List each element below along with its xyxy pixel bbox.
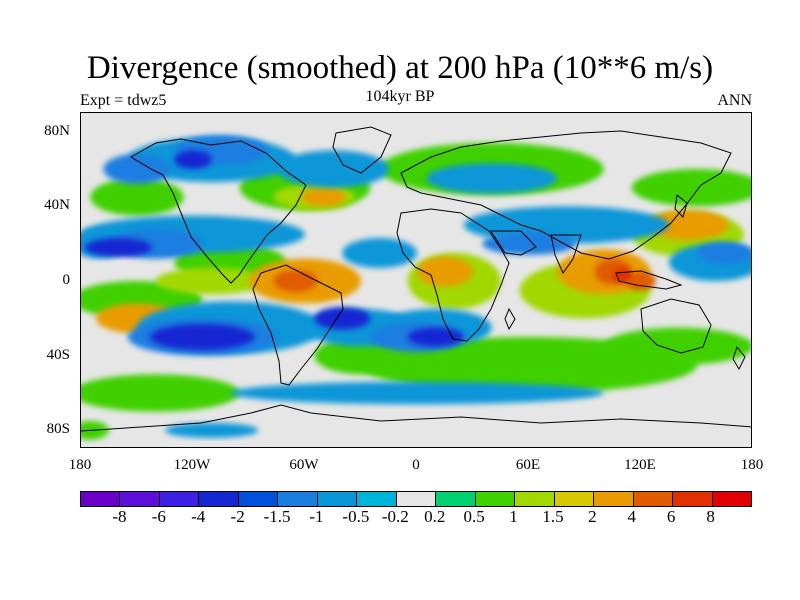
contour-fill	[277, 150, 389, 188]
colorbar-label: 4	[627, 507, 637, 526]
lat-tick-label: 40S	[46, 346, 70, 363]
colorbar-label: 2	[588, 507, 597, 526]
colorbar-box	[475, 492, 516, 506]
coast-north-america	[130, 138, 307, 284]
lon-tick-label: 120E	[624, 457, 656, 473]
coastlines	[81, 126, 751, 432]
lon-tick-label: 0	[412, 457, 420, 473]
colorbar-label: 0.2	[424, 507, 446, 526]
colorbar-label: -2	[230, 507, 245, 526]
colorbar-label: -8	[112, 507, 127, 526]
colorbar-label: -1	[309, 507, 324, 526]
colorbar-box	[357, 492, 397, 506]
lon-tick-label: 180	[68, 457, 92, 473]
coast-south-america	[252, 264, 344, 386]
contour-fill	[417, 256, 473, 287]
colorbar-box	[120, 492, 160, 506]
colorbar-box	[594, 492, 634, 506]
contour-fill	[631, 169, 751, 207]
contour-fill	[482, 232, 576, 255]
colorbar-label: 0.5	[463, 507, 485, 526]
colorbar-label: -1.5	[263, 507, 291, 526]
colorbar-label: 8	[706, 507, 715, 526]
colorbar-box	[673, 492, 713, 506]
colorbar	[80, 491, 752, 507]
contour-fill	[230, 381, 604, 405]
colorbar-box	[199, 492, 239, 506]
colorbar-box	[81, 492, 121, 506]
plot-subtitle-center: 104kyr BP	[365, 88, 435, 105]
colorbar-label: -0.5	[342, 507, 370, 526]
contour-fill	[697, 241, 751, 265]
lat-tick-label: 80S	[46, 421, 70, 438]
coast-africa	[396, 208, 510, 342]
coast-japan	[674, 194, 688, 218]
divergence-map	[81, 113, 751, 447]
contour-fill	[174, 150, 212, 169]
contour-fill	[273, 269, 319, 293]
lon-tick-label: 60E	[515, 457, 541, 473]
colorbar-label: -4	[191, 507, 206, 526]
colorbar-box	[317, 492, 358, 506]
lat-tick-label: 80N	[44, 122, 70, 139]
contour-fill	[90, 178, 184, 216]
contour-fill	[426, 163, 557, 194]
colorbar-box	[238, 492, 279, 506]
colorbar-label: -0.2	[381, 507, 409, 526]
colorbar-label: 6	[666, 507, 676, 526]
plot-subtitle-left: Expt = tdwz5	[80, 92, 167, 109]
coast-new-zealand	[732, 345, 746, 371]
coast-arabia	[490, 230, 537, 256]
plot-title: Divergence (smoothed) at 200 hPa (10**6 …	[86, 50, 714, 86]
coast-eurasia	[400, 130, 732, 260]
contour-fill	[84, 238, 152, 257]
contour-fill	[646, 210, 729, 240]
contour-fill	[613, 267, 632, 283]
colorbar-box	[278, 492, 318, 506]
contour-fill	[165, 422, 259, 438]
colorbar-box	[515, 492, 555, 506]
coast-se-asia	[615, 270, 683, 290]
lon-tick-label: 120W	[173, 457, 211, 473]
contour-fill	[314, 307, 371, 330]
lat-tick-label: 0	[62, 272, 71, 288]
contour-fill	[342, 238, 417, 268]
contour-fill	[150, 323, 255, 351]
contour-fill	[301, 187, 347, 207]
contour-fill	[81, 374, 240, 412]
coast-greenland	[332, 126, 392, 174]
colorbar-label: -6	[151, 507, 166, 526]
colorbar-label: 1.5	[542, 507, 564, 526]
coast-antarctica	[81, 404, 751, 432]
coast-australia	[640, 298, 712, 354]
contour-fill	[626, 271, 656, 291]
colorbar-box	[554, 492, 595, 506]
lon-tick-label: 60W	[289, 457, 319, 473]
contour-fills	[81, 135, 751, 440]
colorbar-box	[396, 492, 437, 506]
coast-india	[550, 234, 582, 275]
coast-madagascar	[504, 307, 516, 331]
lon-tick-label: 180	[740, 457, 764, 473]
colorbar-label: 1	[509, 507, 518, 526]
colorbar-box	[712, 492, 751, 506]
map-panel	[80, 112, 752, 448]
contour-fill	[407, 327, 464, 347]
colorbar-box	[159, 492, 200, 506]
plot-subtitle-right: ANN	[717, 92, 752, 109]
contour-fill	[603, 327, 751, 365]
colorbar-box	[436, 492, 476, 506]
contour-fill	[103, 154, 171, 184]
colorbar-box	[633, 492, 674, 506]
lat-tick-label: 40N	[44, 197, 70, 214]
